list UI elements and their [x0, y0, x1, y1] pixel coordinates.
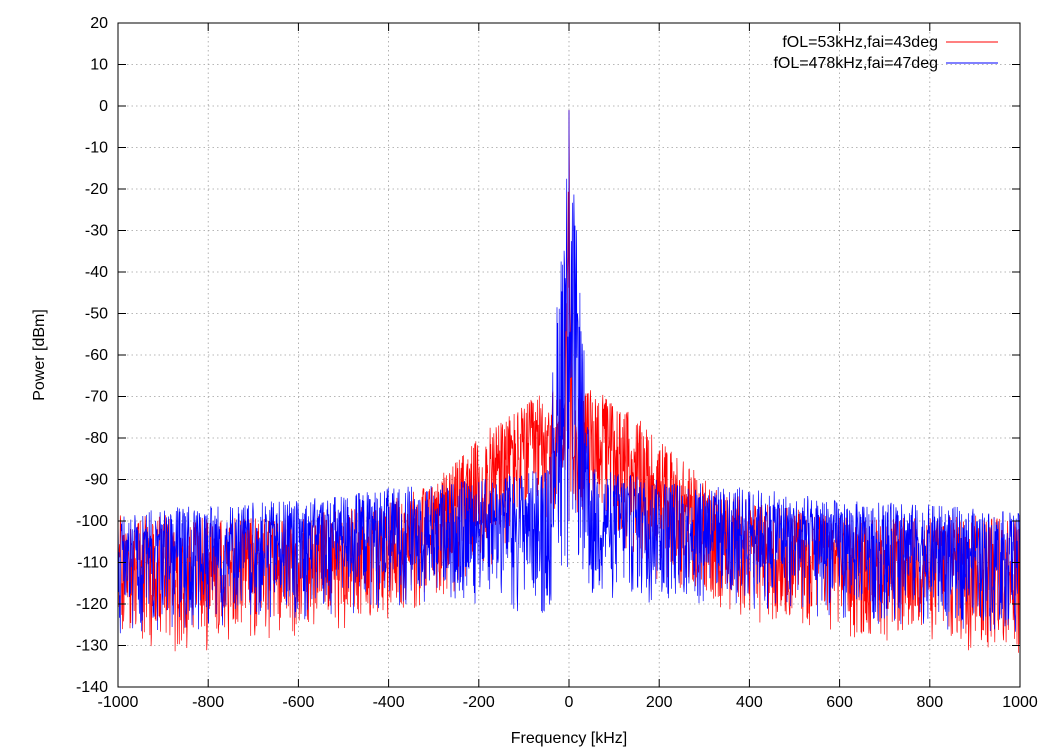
legend: fOL=53kHz,fai=43deg fOL=478kHz,fai=47deg: [773, 34, 998, 72]
x-tick-label: -800: [192, 694, 224, 711]
x-tick-label: 0: [565, 694, 574, 711]
y-tick-label: -30: [85, 223, 108, 240]
y-tick-label: -70: [85, 389, 108, 406]
y-tick-label: -80: [85, 430, 108, 447]
data-series: [117, 110, 1021, 653]
y-tick-label: -60: [85, 347, 108, 364]
x-tick-label: 1000: [1002, 694, 1038, 711]
x-tick-label: 600: [826, 694, 853, 711]
series-line: [117, 110, 1021, 634]
y-tick-label: -50: [85, 306, 108, 323]
x-tick-label: -600: [282, 694, 314, 711]
x-tick-label: -200: [463, 694, 495, 711]
legend-entry-label: fOL=478kHz,fai=47deg: [773, 55, 938, 72]
y-tick-label: -90: [85, 472, 108, 489]
y-axis-title: Power [dBm]: [31, 309, 48, 401]
y-tick-label: -20: [85, 181, 108, 198]
y-tick-label: 10: [90, 57, 108, 74]
y-tick-label: -10: [85, 140, 108, 157]
x-tick-label: -1000: [98, 694, 139, 711]
x-tick-label: 400: [736, 694, 763, 711]
y-tick-label: -120: [76, 596, 108, 613]
x-axis-title: Frequency [kHz]: [511, 730, 627, 747]
y-tick-label: -130: [76, 638, 108, 655]
y-tick-label: 20: [90, 15, 108, 32]
legend-entry-label: fOL=53kHz,fai=43deg: [782, 34, 938, 51]
y-tick-label: 0: [99, 98, 108, 115]
y-tick-label: -110: [77, 555, 108, 572]
y-tick-label: -100: [76, 513, 108, 530]
x-tick-label: 200: [646, 694, 673, 711]
x-tick-label: -400: [373, 694, 405, 711]
y-tick-label: -40: [85, 264, 108, 281]
axes: -1000 -800 -600 -400 -200 0 200 400 600 800 100020…: [76, 15, 1038, 711]
x-tick-label: 800: [916, 694, 943, 711]
y-tick-label: -140: [76, 679, 108, 696]
